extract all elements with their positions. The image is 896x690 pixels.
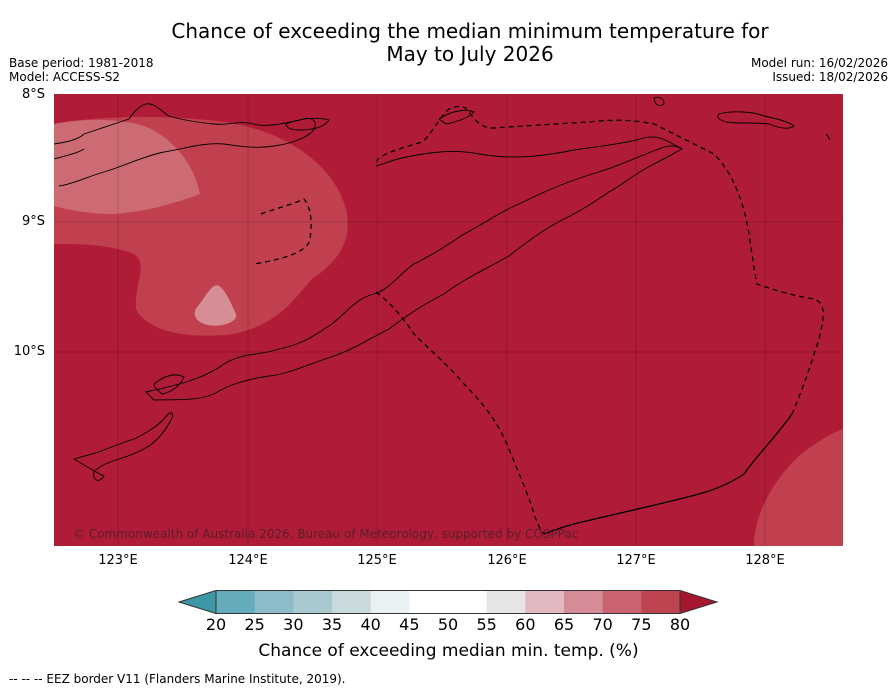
colorbar [177, 590, 719, 614]
colorbar-arrow-high [680, 590, 717, 614]
colorbar-tick-label: 50 [437, 615, 459, 634]
meta-right: Model run: 16/02/2026 Issued: 18/02/2026 [751, 56, 888, 84]
coast-flores [54, 133, 85, 160]
colorbar-label: Chance of exceeding median min. temp. (%… [258, 641, 639, 661]
model-name: Model: ACCESS-S2 [9, 70, 121, 84]
eez-border-solid [543, 413, 793, 535]
issued-date: Issued: 18/02/2026 [772, 70, 888, 84]
colorbar-segments [179, 590, 717, 614]
base-period: Base period: 1981-2018 [9, 56, 154, 70]
colorbar-segment [486, 590, 526, 614]
graticule [54, 94, 843, 546]
eez-legend-note: -- -- -- EEZ border V11 (Flanders Marine… [9, 672, 346, 686]
eez-border-south [375, 291, 545, 535]
colorbar-segment [409, 590, 449, 614]
title-line-2: May to July 2026 [386, 42, 554, 66]
coast-alor [285, 117, 330, 131]
colorbar-segment [332, 590, 372, 614]
colorbar-tick-label: 20 [205, 615, 227, 634]
lon-label-126e: 126°E [487, 553, 527, 568]
coast-kisar [653, 96, 665, 106]
colorbar-right-arrow-outline [679, 590, 719, 614]
colorbar-segment [525, 590, 565, 614]
colorbar-segment [254, 590, 294, 614]
colorbar-arrow-low [179, 590, 216, 614]
map-title: Chance of exceeding the median minimum t… [0, 20, 896, 66]
lat-label-10s: 10°S [13, 344, 45, 359]
title-line-1: Chance of exceeding the median minimum t… [171, 19, 769, 43]
coast-timor-north [375, 136, 683, 167]
colorbar-segment [448, 590, 488, 614]
lon-label-127e: 127°E [616, 553, 656, 568]
eez-border [253, 105, 824, 535]
coast-tanimbar [717, 111, 795, 129]
meta-left: Base period: 1981-2018 Model: ACCESS-S2 [9, 56, 154, 84]
probability-region-lower [194, 285, 237, 326]
colorbar-tick-label: 70 [592, 615, 613, 634]
colorbar-left-arrow-outline [177, 590, 217, 614]
coast-leti [825, 133, 830, 141]
map-svg [54, 94, 843, 546]
eez-border-enclave [253, 198, 312, 265]
map-panel [54, 94, 843, 546]
colorbar-segment [564, 590, 604, 614]
lon-label-123e: 123°E [98, 553, 138, 568]
lon-label-125e: 125°E [357, 553, 397, 568]
colorbar-tick-label: 55 [476, 615, 497, 634]
colorbar-tick-label: 65 [553, 615, 575, 634]
model-run: Model run: 16/02/2026 [750, 56, 888, 70]
colorbar-tick-label: 25 [244, 615, 265, 634]
colorbar-tick-label: 30 [283, 615, 304, 634]
colorbar-tick-label: 80 [669, 615, 691, 634]
probability-region-mid-se [754, 429, 843, 546]
lon-label-124e: 124°E [228, 553, 268, 568]
colorbar-segment [370, 590, 410, 614]
lat-label-8s: 8°S [21, 87, 45, 102]
colorbar-frame [215, 590, 681, 614]
colorbar-tick-label: 45 [399, 615, 420, 634]
colorbar-segment [216, 590, 256, 614]
colorbar-tick-label: 75 [631, 615, 652, 634]
coast-semau [153, 374, 185, 395]
copyright-notice: © Commonwealth of Australia 2026, Bureau… [73, 527, 579, 541]
colorbar-segment [293, 590, 333, 614]
coastlines [54, 96, 830, 481]
eez-border-main [375, 105, 824, 415]
colorbar-tick-label: 60 [515, 615, 536, 634]
lat-label-9s: 9°S [21, 214, 45, 229]
colorbar-tick-label: 40 [360, 615, 381, 634]
coast-rote [72, 412, 173, 481]
coast-wetar [438, 109, 475, 125]
lon-label-128e: 128°E [745, 553, 785, 568]
colorbar-svg [177, 590, 719, 614]
colorbar-tick-label: 35 [321, 615, 343, 634]
colorbar-segment [602, 590, 642, 614]
colorbar-segment [641, 590, 681, 614]
probability-region-low [54, 119, 200, 214]
